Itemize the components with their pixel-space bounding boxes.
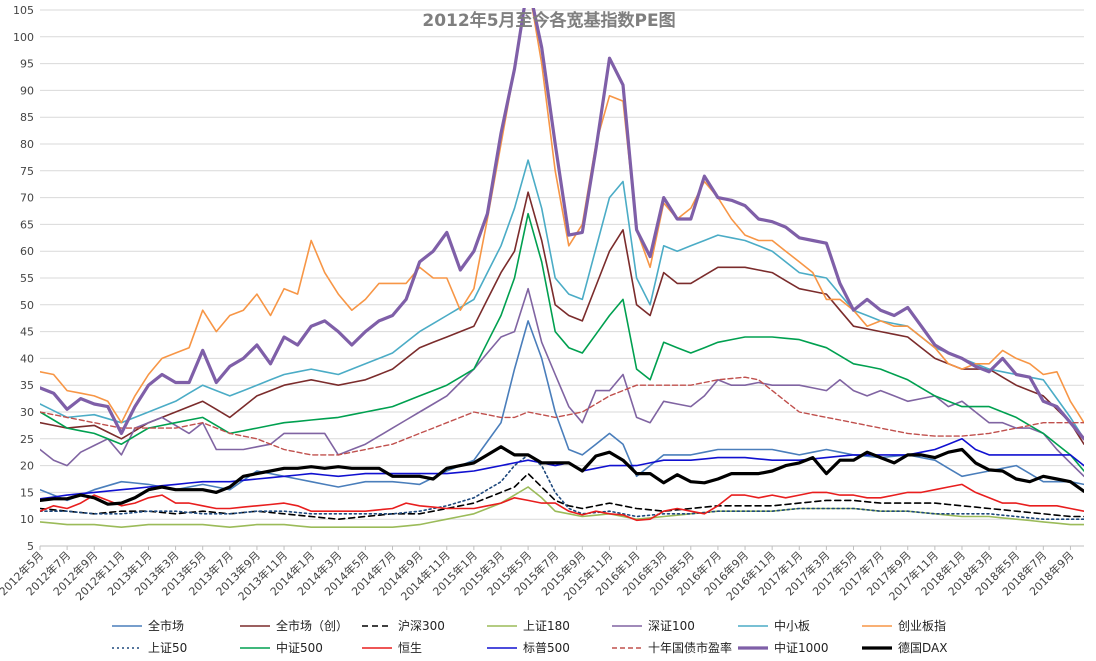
legend-label: 十年国债市盈率 <box>648 640 732 655</box>
legend-label: 全市场（创） <box>276 618 348 633</box>
legend-item-4: 深证100 <box>612 619 695 633</box>
legend-item-0: 全市场 <box>112 618 184 633</box>
legend-label: 沪深300 <box>398 619 445 633</box>
y-tick-label: 25 <box>20 433 34 446</box>
y-tick-label: 35 <box>20 379 34 392</box>
legend-label: 全市场 <box>148 618 184 633</box>
legend-item-3: 上证180 <box>487 619 570 633</box>
y-tick-label: 65 <box>20 218 34 231</box>
legend-label: 中小板 <box>774 618 810 633</box>
series-line-11 <box>40 376 1084 456</box>
y-tick-label: 105 <box>13 4 34 17</box>
y-tick-label: 50 <box>20 299 34 312</box>
y-tick-label: 75 <box>20 165 34 178</box>
series-line-8 <box>40 212 1084 472</box>
legend-item-6: 创业板指 <box>862 618 946 633</box>
series-line-4 <box>40 287 1084 478</box>
y-tick-label: 80 <box>20 138 34 151</box>
y-tick-label: 95 <box>20 58 34 71</box>
series-line-6 <box>40 8 1084 424</box>
y-tick-label: 70 <box>20 192 34 205</box>
legend-item-8: 中证500 <box>240 640 323 655</box>
series-line-1 <box>40 191 1084 445</box>
legend-label: 标普500 <box>523 641 570 655</box>
series-line-12 <box>40 8 1084 441</box>
legend-item-11: 十年国债市盈率 <box>612 640 732 655</box>
y-tick-label: 100 <box>13 31 34 44</box>
y-tick-label: 60 <box>20 245 34 258</box>
y-tick-label: 5 <box>27 540 34 553</box>
legend-item-12: 中证1000 <box>738 640 829 655</box>
legend-label: 创业板指 <box>898 618 946 633</box>
y-tick-label: 40 <box>20 352 34 365</box>
y-tick-label: 85 <box>20 111 34 124</box>
y-tick-label: 45 <box>20 326 34 339</box>
legend-item-1: 全市场（创） <box>240 618 348 633</box>
y-tick-label: 10 <box>20 513 34 526</box>
chart-title: 2012年5月至今各宽基指数PE图 <box>422 10 675 31</box>
legend-label: 上证50 <box>148 641 187 655</box>
legend-label: 中证500 <box>276 640 323 655</box>
series-line-3 <box>40 486 1084 528</box>
legend-label: 德国DAX <box>898 640 947 655</box>
y-tick-label: 30 <box>20 406 34 419</box>
legend-label: 中证1000 <box>774 640 829 655</box>
legend-item-10: 标普500 <box>487 641 570 655</box>
legend-label: 深证100 <box>648 619 695 633</box>
series-line-2 <box>40 472 1084 520</box>
series-line-7 <box>40 454 1084 520</box>
legend-item-9: 恒生 <box>362 641 422 655</box>
legend-item-2: 沪深300 <box>362 619 445 633</box>
legend-label: 上证180 <box>523 619 570 633</box>
series-line-9 <box>40 483 1084 522</box>
legend-label: 恒生 <box>398 641 422 655</box>
series-line-13 <box>40 445 1084 506</box>
legend-item-5: 中小板 <box>738 618 810 633</box>
y-tick-label: 55 <box>20 272 34 285</box>
legend-item-13: 德国DAX <box>862 640 947 655</box>
legend-item-7: 上证50 <box>112 641 187 655</box>
y-tick-label: 15 <box>20 486 34 499</box>
gridlines <box>40 9 1084 547</box>
y-tick-label: 90 <box>20 84 34 97</box>
y-tick-label: 20 <box>20 460 34 473</box>
series-lines <box>40 8 1084 528</box>
